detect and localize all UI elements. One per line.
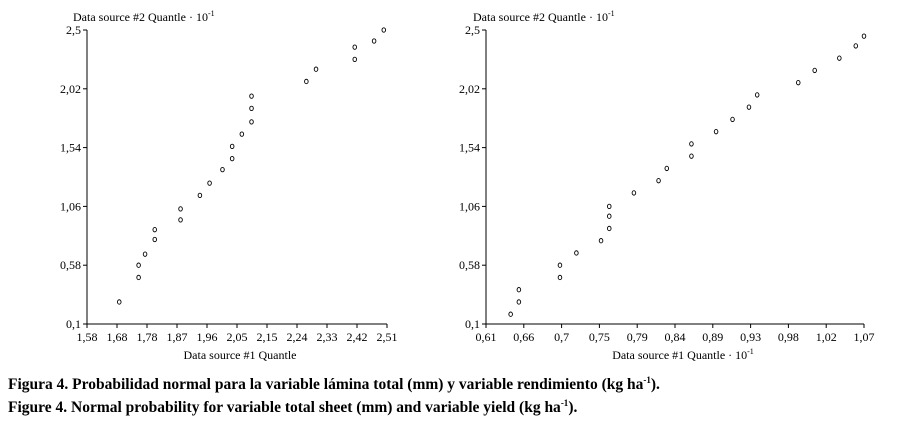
data-point bbox=[689, 141, 694, 147]
data-point bbox=[313, 66, 319, 72]
y-tick-label: 1,06 bbox=[459, 199, 480, 213]
caption-english-end: ). bbox=[568, 399, 578, 416]
y-axis-label: Data source #2 Quantle · 10-1 bbox=[73, 9, 215, 24]
caption-english-text: Figure 4. Normal probability for variabl… bbox=[8, 399, 561, 416]
data-point bbox=[837, 55, 842, 61]
x-axis-label: Data source #1 Quantle · 10-1 bbox=[612, 347, 754, 362]
x-tick-label: 0,66 bbox=[513, 330, 534, 344]
data-point bbox=[152, 227, 157, 233]
data-point bbox=[117, 299, 122, 305]
y-tick-label: 0,58 bbox=[60, 258, 81, 272]
x-tick-label: 0,89 bbox=[702, 330, 723, 344]
x-tick-label: 1,96 bbox=[197, 330, 218, 344]
caption-spanish-text: Figura 4. Probabilidad normal para la va… bbox=[8, 376, 644, 393]
y-tick-label: 0,1 bbox=[465, 317, 480, 331]
y-tick-label: 2,02 bbox=[60, 82, 81, 96]
caption-spanish: Figura 4. Probabilidad normal para la va… bbox=[8, 374, 660, 394]
data-point bbox=[136, 262, 141, 268]
data-point bbox=[656, 178, 661, 184]
data-point bbox=[516, 299, 522, 305]
y-tick-label: 2,5 bbox=[66, 23, 81, 37]
caption-english-sup: -1 bbox=[560, 397, 569, 408]
data-point bbox=[713, 129, 719, 135]
x-tick-label: 2,15 bbox=[257, 330, 278, 344]
y-axis-label: Data source #2 Quantle · 10-1 bbox=[473, 9, 615, 24]
data-point bbox=[229, 155, 235, 162]
x-tick-label: 0,7 bbox=[554, 330, 569, 344]
caption-spanish-end: ). bbox=[650, 376, 660, 393]
x-tick-label: 0,98 bbox=[778, 330, 799, 344]
data-point bbox=[631, 190, 637, 196]
data-point bbox=[142, 251, 148, 257]
data-point bbox=[220, 166, 225, 173]
data-point bbox=[352, 56, 357, 63]
x-tick-label: 0,75 bbox=[589, 330, 610, 344]
y-tick-label: 0,58 bbox=[459, 258, 480, 272]
data-point bbox=[664, 165, 670, 172]
x-tick-label: 2,05 bbox=[227, 330, 248, 344]
data-point bbox=[352, 44, 357, 50]
data-point bbox=[178, 217, 183, 223]
data-point bbox=[557, 262, 563, 268]
figure-charts: 0,1 0,58 1,06 1,54 2,02 2,5 1,58 1,68 1,78 1,87 1,… bbox=[60, 9, 875, 362]
data-point bbox=[516, 287, 522, 293]
x-tick-label: 1,87 bbox=[167, 330, 188, 344]
x-tick-label: 2,51 bbox=[377, 330, 398, 344]
caption-english: Figure 4. Normal probability for variabl… bbox=[8, 397, 578, 417]
x-tick-label: 0,79 bbox=[627, 330, 648, 344]
data-point bbox=[239, 131, 245, 137]
data-point bbox=[812, 67, 817, 74]
x-tick-label: 1,02 bbox=[816, 330, 837, 344]
y-tick-label: 2,5 bbox=[465, 23, 480, 37]
data-point bbox=[557, 274, 563, 281]
caption-spanish-sup: -1 bbox=[643, 374, 651, 385]
data-point bbox=[796, 80, 801, 86]
data-point bbox=[136, 274, 141, 281]
y-tick-label: 0,1 bbox=[66, 317, 81, 331]
data-point bbox=[730, 116, 735, 123]
x-tick-label: 2,24 bbox=[287, 330, 308, 344]
data-point bbox=[853, 43, 859, 49]
data-point bbox=[381, 27, 387, 33]
x-tick-label: 1,58 bbox=[77, 330, 98, 344]
data-point bbox=[607, 213, 612, 219]
data-point bbox=[508, 311, 513, 317]
data-point bbox=[689, 153, 694, 159]
data-point bbox=[607, 225, 612, 232]
x-tick-label: 1,07 bbox=[854, 330, 875, 344]
data-point bbox=[229, 143, 235, 150]
data-point bbox=[249, 105, 254, 112]
x-tick-label: 0,93 bbox=[740, 330, 761, 344]
x-tick-label: 1,68 bbox=[107, 330, 128, 344]
data-point bbox=[746, 104, 752, 110]
x-tick-label: 0,84 bbox=[665, 330, 686, 344]
chart-lamina-total: 0,1 0,58 1,06 1,54 2,02 2,5 1,58 1,68 1,78 1,87 1,… bbox=[60, 9, 398, 362]
x-tick-label: 1,78 bbox=[137, 330, 158, 344]
data-point bbox=[304, 78, 309, 85]
x-tick-label: 2,42 bbox=[347, 330, 368, 344]
data-point bbox=[197, 192, 203, 199]
x-tick-label: 0,61 bbox=[476, 330, 497, 344]
chart-rendimiento: 0,1 0,58 1,06 1,54 2,02 2,5 0,61 0,66 0,7 0,75 0,7… bbox=[459, 9, 875, 362]
data-point bbox=[178, 206, 183, 212]
data-point bbox=[574, 250, 579, 256]
data-point bbox=[207, 180, 212, 186]
data-point bbox=[861, 33, 867, 39]
data-point bbox=[249, 119, 254, 125]
x-tick-label: 2,33 bbox=[317, 330, 338, 344]
data-point bbox=[371, 38, 377, 44]
y-tick-label: 2,02 bbox=[459, 82, 480, 96]
data-point bbox=[598, 238, 604, 244]
data-point bbox=[152, 236, 157, 243]
y-tick-label: 1,54 bbox=[459, 141, 480, 155]
data-point bbox=[607, 203, 612, 210]
y-tick-label: 1,54 bbox=[60, 141, 81, 155]
data-point bbox=[249, 93, 254, 99]
y-tick-label: 1,06 bbox=[60, 199, 81, 213]
data-point bbox=[754, 92, 760, 98]
x-axis-label: Data source #1 Quantle bbox=[184, 348, 297, 362]
